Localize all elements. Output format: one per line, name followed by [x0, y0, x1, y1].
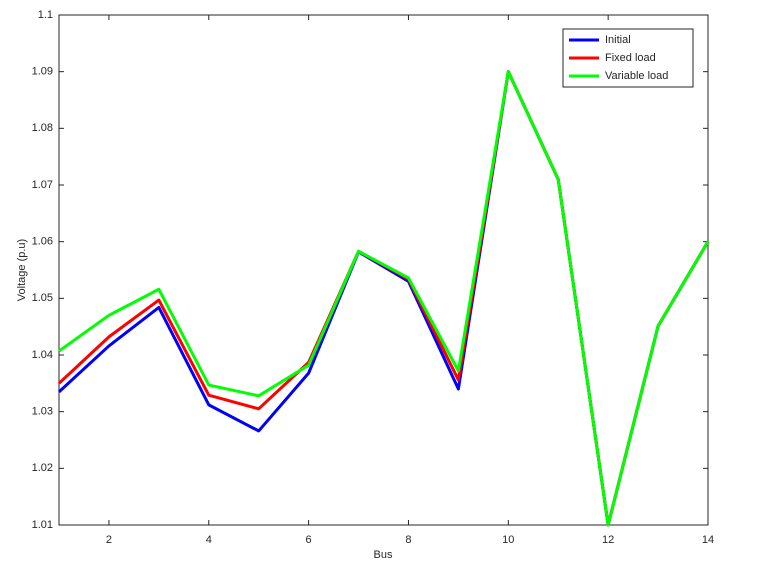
x-tick-label: 12 — [602, 534, 614, 546]
y-tick-label: 1.07 — [32, 179, 53, 191]
y-axis-label: Voltage (p.u) — [16, 239, 28, 301]
y-tick-label: 1.02 — [32, 462, 53, 474]
x-tick-label: 14 — [702, 534, 714, 546]
legend-label: Fixed load — [605, 52, 656, 64]
plot-area — [58, 14, 709, 526]
x-tick-label: 8 — [405, 534, 411, 546]
legend-label: Initial — [605, 34, 631, 46]
y-tick-label: 1.03 — [32, 406, 53, 418]
x-axis-label: Bus — [374, 549, 393, 561]
line-series — [58, 70, 710, 527]
y-tick-label: 1.04 — [32, 349, 53, 361]
x-tick-label: 2 — [106, 534, 112, 546]
y-tick-label: 1.1 — [38, 9, 53, 21]
y-tick-label: 1.06 — [32, 236, 53, 248]
y-tick-label: 1.05 — [32, 292, 53, 304]
y-tick-label: 1.08 — [32, 122, 53, 134]
y-tick-label: 1.09 — [32, 66, 53, 78]
legend-label: Variable load — [605, 70, 668, 82]
x-tick-label: 10 — [502, 534, 514, 546]
x-tick-label: 6 — [306, 534, 312, 546]
y-tick-label: 1.01 — [32, 519, 53, 531]
x-tick-label: 4 — [206, 534, 212, 546]
